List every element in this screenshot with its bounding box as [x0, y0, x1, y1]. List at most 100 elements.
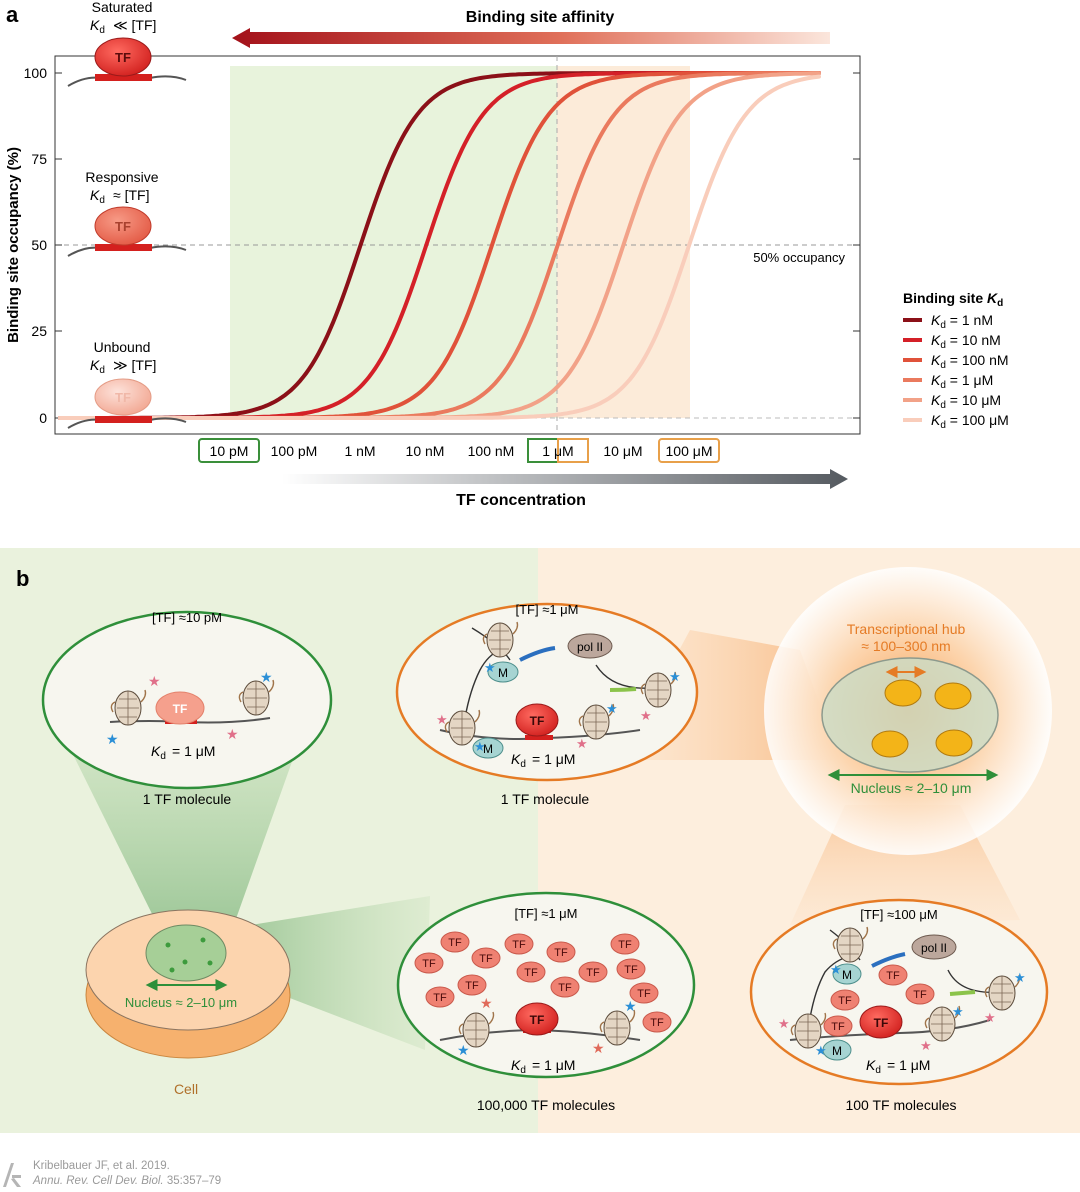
hub-nucleus-label: Nucleus ≈ 2–10 μm [851, 780, 972, 796]
svg-text:★: ★ [952, 1004, 964, 1019]
tf-molecule-label: TF [838, 995, 852, 1007]
tf-molecule-label: TF [554, 947, 568, 959]
tf-molecule [642, 1011, 672, 1033]
x-tick-label: 10 pM [210, 443, 249, 459]
mediator-label: M [842, 968, 852, 982]
tf-molecule-label: TF [512, 939, 526, 951]
panel-a: a Binding site affinity 50% occupancy 10… [5, 0, 1009, 509]
green-concentration-range [230, 66, 557, 418]
scenario-conc: [TF] ≈100 μM [860, 907, 937, 922]
state-relation: ≫ [TF] [113, 357, 156, 373]
panel-b-label: b [16, 566, 29, 591]
legend-entry: Kd = 100 μM [931, 412, 1009, 431]
tf-molecule [457, 974, 487, 996]
mediator-label: M [832, 1044, 842, 1058]
state-unbound: Unbound Kd ≫ [TF] TF [67, 339, 187, 429]
state-saturated: Saturated Kd ≪ [TF] TF [67, 0, 187, 87]
tf-molecule [550, 976, 580, 998]
x-tick-label: 100 nM [468, 443, 515, 459]
credit-authors: Kribelbauer JF, et al. 2019. [33, 1160, 170, 1172]
scenario-caption: 100 TF molecules [845, 1097, 956, 1113]
state-relation: ≈ [TF] [113, 187, 149, 203]
panel-a-label: a [6, 2, 19, 27]
scenario-caption: 1 TF molecule [501, 791, 590, 807]
tf-concentration-arrow [282, 469, 848, 489]
svg-text:★: ★ [815, 1043, 827, 1058]
svg-text:★: ★ [1014, 970, 1026, 985]
svg-text:★: ★ [484, 660, 496, 675]
y-axis: 100 75 50 25 0 Binding site occupancy (%… [5, 65, 860, 426]
state-relation: ≪ [TF] [113, 17, 156, 33]
hub-size: ≈ 100–300 nm [861, 638, 950, 654]
tf-molecule-label: TF [465, 980, 479, 992]
svg-text:★: ★ [606, 701, 618, 716]
svg-text:★: ★ [830, 962, 842, 977]
scenario-conc: [TF] ≈1 μM [515, 602, 578, 617]
tf-molecule-label: TF [524, 967, 538, 979]
cell-nucleus-label: Nucleus ≈ 2–10 μm [125, 995, 237, 1010]
legend-entry: Kd = 1 μM [931, 372, 993, 391]
state-name: Responsive [85, 169, 158, 185]
figure-canvas: a Binding site affinity 50% occupancy 10… [0, 0, 1080, 1133]
svg-text:★: ★ [576, 736, 588, 751]
kd-symbol: Kd [90, 187, 105, 206]
tf-label: TF [115, 219, 131, 234]
tf-label: TF [530, 1013, 545, 1027]
box-1um-orange [557, 438, 589, 463]
svg-text:★: ★ [624, 998, 637, 1014]
y-tick-label: 75 [31, 151, 47, 167]
svg-text:★: ★ [984, 1010, 996, 1025]
y-tick-label: 100 [24, 65, 48, 81]
cell: Nucleus ≈ 2–10 μm Cell [85, 909, 291, 1097]
tf-molecule [610, 933, 640, 955]
tf-molecule-label: TF [831, 1021, 845, 1033]
svg-text:★: ★ [106, 731, 119, 747]
tf-molecule-label: TF [479, 953, 493, 965]
tf-molecule [471, 947, 501, 969]
x-tick-label: 100 μM [666, 443, 713, 459]
state-responsive: Responsive Kd ≈ [TF] TF [67, 169, 187, 257]
y-tick-label: 50 [31, 237, 47, 253]
pol-ii-label: pol II [577, 640, 603, 654]
y-axis-label: Binding site occupancy (%) [5, 147, 22, 343]
svg-text:★: ★ [920, 1038, 932, 1053]
tf-label: TF [115, 50, 131, 65]
tf-molecule-label: TF [448, 937, 462, 949]
svg-text:★: ★ [669, 669, 681, 684]
svg-text:★: ★ [640, 708, 652, 723]
svg-text:★: ★ [778, 1016, 790, 1031]
tf-molecule-label: TF [558, 982, 572, 994]
tf-molecule [516, 961, 546, 983]
scenario-kd: = 1 μM [532, 751, 575, 767]
scenario-caption: 100,000 TF molecules [477, 1097, 615, 1113]
legend-entry: Kd = 10 μM [931, 392, 1001, 411]
tf-molecule-label: TF [433, 992, 447, 1004]
svg-text:★: ★ [260, 669, 273, 685]
tf-molecule-label: TF [650, 1017, 664, 1029]
kd-symbol: Kd [90, 17, 105, 36]
legend-entry: Kd = 10 nM [931, 332, 1001, 351]
scenario-caption: 1 TF molecule [143, 791, 232, 807]
tf-molecule [616, 958, 646, 980]
svg-text:★: ★ [474, 739, 486, 754]
tf-label: TF [173, 702, 188, 716]
x-axis-label: TF concentration [456, 492, 586, 509]
tf-molecule [878, 964, 908, 986]
scenario-kd: = 1 μM [172, 743, 215, 759]
state-name: Unbound [94, 339, 151, 355]
x-axis: 10 pM 100 pM 1 nM 10 nM 100 nM 1 μM 10 μ… [198, 438, 720, 463]
svg-text:★: ★ [592, 1040, 605, 1056]
series-line [58, 74, 821, 420]
annual-reviews-logo-icon [3, 1163, 21, 1187]
tf-molecule-label: TF [913, 989, 927, 1001]
occupancy-curves [58, 71, 821, 420]
tf-molecule-label: TF [618, 939, 632, 951]
affinity-arrow [232, 28, 830, 48]
tf-label: TF [530, 714, 545, 728]
tf-molecule [629, 982, 659, 1004]
tf-molecule [440, 931, 470, 953]
kd-symbol: Kd [90, 357, 105, 376]
